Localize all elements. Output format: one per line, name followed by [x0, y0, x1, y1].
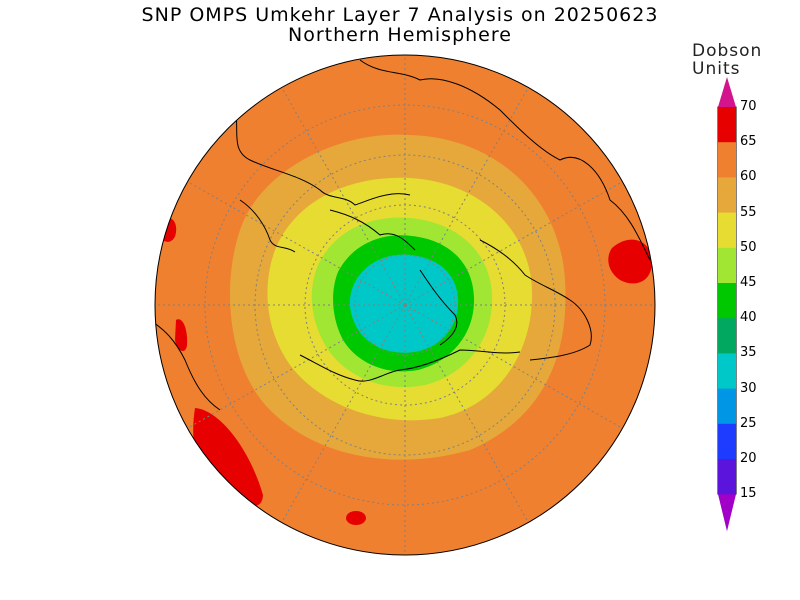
colorbar-tick-label: 60 [740, 169, 757, 185]
units-label: Units [692, 59, 741, 79]
units-label: Dobson [692, 41, 763, 61]
colorbar-segment [718, 353, 736, 390]
colorbar-segment [718, 459, 736, 495]
colorbar-arrow-bottom [718, 494, 736, 532]
colorbar-tick-label: 20 [740, 451, 757, 466]
colorbar-segment [718, 212, 736, 249]
field-above-65 [346, 511, 366, 525]
colorbar-tick-label: 65 [740, 134, 757, 150]
colorbar-arrow-top [718, 77, 736, 107]
colorbar-segment [718, 283, 736, 319]
colorbar-segment [718, 423, 736, 460]
colorbar-segment [718, 388, 736, 425]
colorbar-tick-label: 55 [740, 204, 757, 220]
map-title: SNP OMPS Umkehr Layer 7 Analysis on 2025… [141, 4, 659, 26]
colorbar-tick-label: 25 [740, 415, 757, 431]
colorbar-tick-label: 15 [740, 486, 757, 502]
colorbar-tick-label: 35 [740, 345, 757, 361]
graticule [155, 55, 655, 555]
colorbar-segment [718, 247, 736, 284]
colorbar-tick-label: 50 [740, 239, 757, 255]
colorbar-segment [718, 107, 736, 143]
map-subtitle: Northern Hemisphere [288, 24, 512, 46]
field-above-65 [175, 319, 188, 352]
colorbar-tick-label: 40 [740, 310, 757, 326]
field-above-65 [608, 239, 652, 284]
colorbar-tick-label: 70 [740, 99, 757, 114]
colorbar-tick-label: 45 [740, 275, 757, 290]
colorbar-segment [718, 318, 736, 354]
field-above-65 [158, 217, 177, 242]
contour-fields [155, 55, 655, 555]
colorbar-segment [718, 177, 736, 214]
colorbar-segment [718, 142, 736, 178]
coastlines [155, 59, 651, 411]
colorbar-tick-label: 30 [740, 380, 757, 396]
map-border [154, 54, 656, 556]
